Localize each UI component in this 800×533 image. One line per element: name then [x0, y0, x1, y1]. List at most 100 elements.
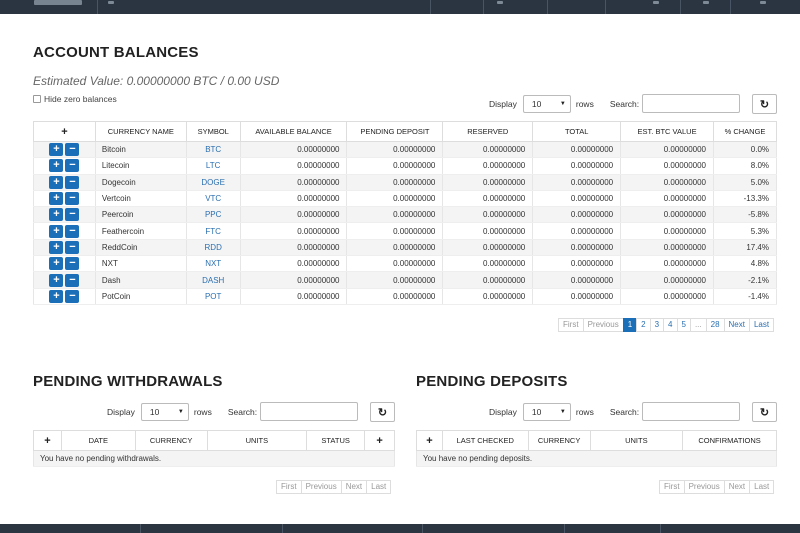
currency-symbol-link[interactable]: BTC [185, 141, 241, 159]
currency-symbol-link[interactable]: RDD [185, 239, 241, 257]
page-28-button[interactable]: 28 [705, 318, 725, 332]
plus-icon[interactable]: + [49, 175, 64, 189]
header-units[interactable]: UNITS [206, 430, 308, 451]
rows-per-page-select[interactable]: 10 ▼ [140, 402, 189, 421]
plus-icon[interactable]: + [49, 240, 64, 254]
page-4-button[interactable]: 4 [663, 318, 678, 332]
nav-item-icon[interactable] [497, 1, 503, 4]
header-currency-name[interactable]: CURRENCY NAME [94, 121, 187, 142]
available-balance: 0.00000000 [239, 255, 348, 273]
nav-item-icon[interactable] [653, 1, 659, 4]
currency-symbol-link[interactable]: PPC [185, 206, 241, 224]
minus-icon[interactable]: − [65, 175, 80, 189]
hide-zero-checkbox[interactable] [33, 95, 41, 103]
currency-symbol-link[interactable]: DASH [185, 271, 241, 289]
minus-icon[interactable]: − [65, 224, 80, 238]
currency-symbol-link[interactable]: POT [185, 288, 241, 305]
header-pending-deposit[interactable]: PENDING DEPOSIT [346, 121, 444, 142]
deposits-refresh-button[interactable]: ↻ [752, 402, 777, 422]
rows-per-page-select[interactable]: 10 ▼ [522, 402, 571, 421]
display-label: Display [107, 406, 135, 417]
hide-zero-balances-toggle[interactable]: Hide zero balances [33, 94, 117, 104]
page-previous-button[interactable]: Previous [683, 480, 725, 494]
withdrawals-search-input[interactable] [260, 402, 359, 421]
minus-icon[interactable]: − [65, 208, 80, 222]
header-currency[interactable]: CURRENCY [134, 430, 208, 451]
rows-per-page-select[interactable]: 10 ▼ [522, 94, 571, 113]
total: 0.00000000 [532, 157, 622, 175]
pending-deposit: 0.00000000 [346, 206, 444, 224]
percent-change: -2.1% [713, 271, 777, 289]
header-total[interactable]: TOTAL [532, 121, 622, 142]
search-label: Search: [227, 406, 258, 417]
deposits-search-input[interactable] [642, 402, 741, 421]
currency-symbol-link[interactable]: VTC [185, 190, 241, 208]
page-5-button[interactable]: 5 [676, 318, 691, 332]
pending-deposits-table: + LAST CHECKED CURRENCY UNITS CONFIRMATI… [416, 430, 777, 467]
header-reserved[interactable]: RESERVED [442, 121, 534, 142]
page-1-button[interactable]: 1 [622, 318, 638, 332]
header-date[interactable]: DATE [60, 430, 136, 451]
page-last-button[interactable]: Last [749, 480, 775, 494]
minus-icon[interactable]: − [65, 143, 80, 157]
page-first-button[interactable]: First [558, 318, 584, 332]
page-first-button[interactable]: First [276, 480, 302, 494]
header-units[interactable]: UNITS [589, 430, 684, 451]
nav-item-icon[interactable] [703, 1, 709, 4]
plus-icon[interactable]: + [49, 192, 64, 206]
currency-symbol-link[interactable]: LTC [185, 157, 241, 175]
plus-icon[interactable]: + [49, 289, 64, 303]
header-percent-change[interactable]: % CHANGE [713, 121, 777, 142]
page-previous-button[interactable]: Previous [300, 480, 342, 494]
empty-message: You have no pending deposits. [416, 450, 777, 467]
page-3-button[interactable]: 3 [649, 318, 665, 332]
available-balance: 0.00000000 [239, 271, 348, 289]
expand-all-header[interactable]: + [416, 430, 443, 451]
add-column-header[interactable]: + [364, 430, 395, 451]
currency-name: Dash [94, 271, 187, 289]
header-available-balance[interactable]: AVAILABLE BALANCE [239, 121, 348, 142]
site-logo[interactable] [34, 0, 82, 5]
nav-menu-icon[interactable] [108, 1, 114, 4]
page-last-button[interactable]: Last [366, 480, 392, 494]
currency-symbol-link[interactable]: NXT [185, 255, 241, 273]
page-next-button[interactable]: Next [723, 318, 750, 332]
nav-item-icon[interactable] [760, 1, 766, 4]
plus-icon[interactable]: + [49, 143, 64, 157]
expand-all-header[interactable]: + [33, 121, 96, 142]
expand-all-header[interactable]: + [33, 430, 62, 451]
header-confirmations[interactable]: CONFIRMATIONS [682, 430, 777, 451]
plus-icon[interactable]: + [49, 208, 64, 222]
minus-icon[interactable]: − [65, 192, 80, 206]
header-symbol[interactable]: SYMBOL [185, 121, 241, 142]
header-est-btc-value[interactable]: EST. BTC VALUE [620, 121, 714, 142]
minus-icon[interactable]: − [65, 273, 80, 287]
plus-icon[interactable]: + [49, 224, 64, 238]
withdrawals-refresh-button[interactable]: ↻ [370, 402, 395, 422]
minus-icon[interactable]: − [65, 257, 80, 271]
minus-icon[interactable]: − [65, 240, 80, 254]
header-last-checked[interactable]: LAST CHECKED [441, 430, 529, 451]
balances-refresh-button[interactable]: ↻ [752, 94, 777, 114]
minus-icon[interactable]: − [65, 289, 80, 303]
page-first-button[interactable]: First [659, 480, 685, 494]
table-row: + − Bitcoin BTC 0.00000000 0.00000000 0.000000… [33, 141, 777, 159]
minus-icon[interactable]: − [65, 159, 80, 173]
plus-icon[interactable]: + [49, 159, 64, 173]
currency-name: Feathercoin [94, 222, 187, 240]
balances-search-input[interactable] [642, 94, 741, 113]
page-2-button[interactable]: 2 [636, 318, 651, 332]
page-last-button[interactable]: Last [748, 318, 775, 332]
est-btc-value: 0.00000000 [620, 206, 714, 224]
withdrawals-pagination: First Previous Next Last [276, 480, 392, 494]
currency-symbol-link[interactable]: FTC [185, 222, 241, 240]
plus-icon[interactable]: + [49, 273, 64, 287]
header-currency[interactable]: CURRENCY [527, 430, 591, 451]
header-status[interactable]: STATUS [306, 430, 366, 451]
plus-icon[interactable]: + [49, 257, 64, 271]
page-next-button[interactable]: Next [340, 480, 368, 494]
page-previous-button[interactable]: Previous [582, 318, 624, 332]
table-row: + − NXT NXT 0.00000000 0.00000000 0.00000000 0.… [33, 255, 777, 273]
currency-symbol-link[interactable]: DOGE [185, 174, 241, 191]
page-next-button[interactable]: Next [723, 480, 751, 494]
